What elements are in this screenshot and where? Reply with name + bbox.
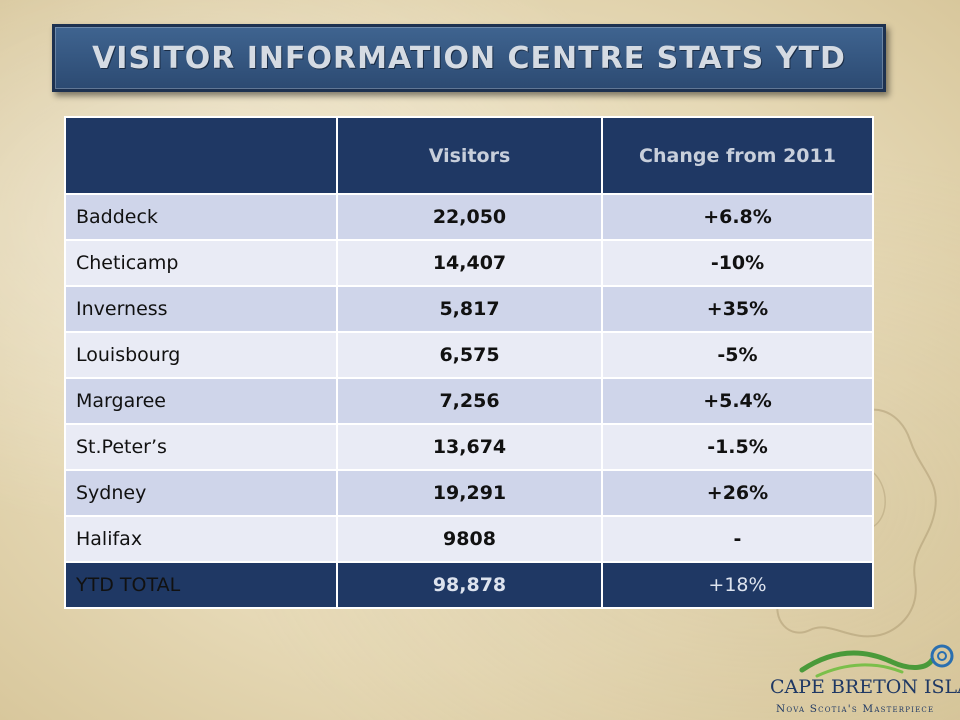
row-visitors: 9808 — [336, 515, 603, 563]
row-visitors: 6,575 — [336, 331, 603, 379]
table-row: Halifax 9808 - — [64, 515, 874, 563]
cape-breton-logo: CAPE BRETON ISLAND Nova Scotia's Masterp… — [762, 640, 960, 720]
row-location: Halifax — [64, 515, 338, 563]
row-visitors: 13,674 — [336, 423, 603, 471]
row-location: Sydney — [64, 469, 338, 517]
total-change: +18% — [601, 561, 874, 609]
logo-tagline: Nova Scotia's Masterpiece — [776, 703, 935, 715]
row-change: -10% — [601, 239, 874, 287]
table-total-row: YTD TOTAL 98,878 +18% — [64, 561, 874, 609]
header-change: Change from 2011 — [601, 116, 874, 195]
header-visitors: Visitors — [336, 116, 603, 195]
row-change: +26% — [601, 469, 874, 517]
logo-wave-icon — [799, 644, 954, 678]
row-location: Margaree — [64, 377, 338, 425]
row-location: Louisbourg — [64, 331, 338, 379]
row-location: Baddeck — [64, 193, 338, 241]
row-change: - — [601, 515, 874, 563]
total-visitors: 98,878 — [336, 561, 603, 609]
row-visitors: 7,256 — [336, 377, 603, 425]
row-location: St.Peter’s — [64, 423, 338, 471]
table-row: Cheticamp 14,407 -10% — [64, 239, 874, 287]
total-label: YTD TOTAL — [64, 561, 338, 609]
row-location: Inverness — [64, 285, 338, 333]
row-change: +35% — [601, 285, 874, 333]
page-title: VISITOR INFORMATION CENTRE STATS YTD — [92, 40, 846, 76]
row-change: -1.5% — [601, 423, 874, 471]
table-row: Inverness 5,817 +35% — [64, 285, 874, 333]
row-visitors: 22,050 — [336, 193, 603, 241]
title-bar: VISITOR INFORMATION CENTRE STATS YTD — [52, 24, 886, 92]
header-location — [64, 116, 338, 195]
row-change: +6.8% — [601, 193, 874, 241]
row-change: +5.4% — [601, 377, 874, 425]
row-visitors: 5,817 — [336, 285, 603, 333]
table-row: Margaree 7,256 +5.4% — [64, 377, 874, 425]
table-row: St.Peter’s 13,674 -1.5% — [64, 423, 874, 471]
row-visitors: 14,407 — [336, 239, 603, 287]
row-location: Cheticamp — [64, 239, 338, 287]
table-row: Sydney 19,291 +26% — [64, 469, 874, 517]
stats-table: Visitors Change from 2011 Baddeck 22,050… — [64, 116, 874, 609]
table-header-row: Visitors Change from 2011 — [64, 116, 874, 195]
row-visitors: 19,291 — [336, 469, 603, 517]
table-row: Louisbourg 6,575 -5% — [64, 331, 874, 379]
logo-wordmark: CAPE BRETON ISLAND — [770, 676, 960, 698]
row-change: -5% — [601, 331, 874, 379]
table-row: Baddeck 22,050 +6.8% — [64, 193, 874, 241]
